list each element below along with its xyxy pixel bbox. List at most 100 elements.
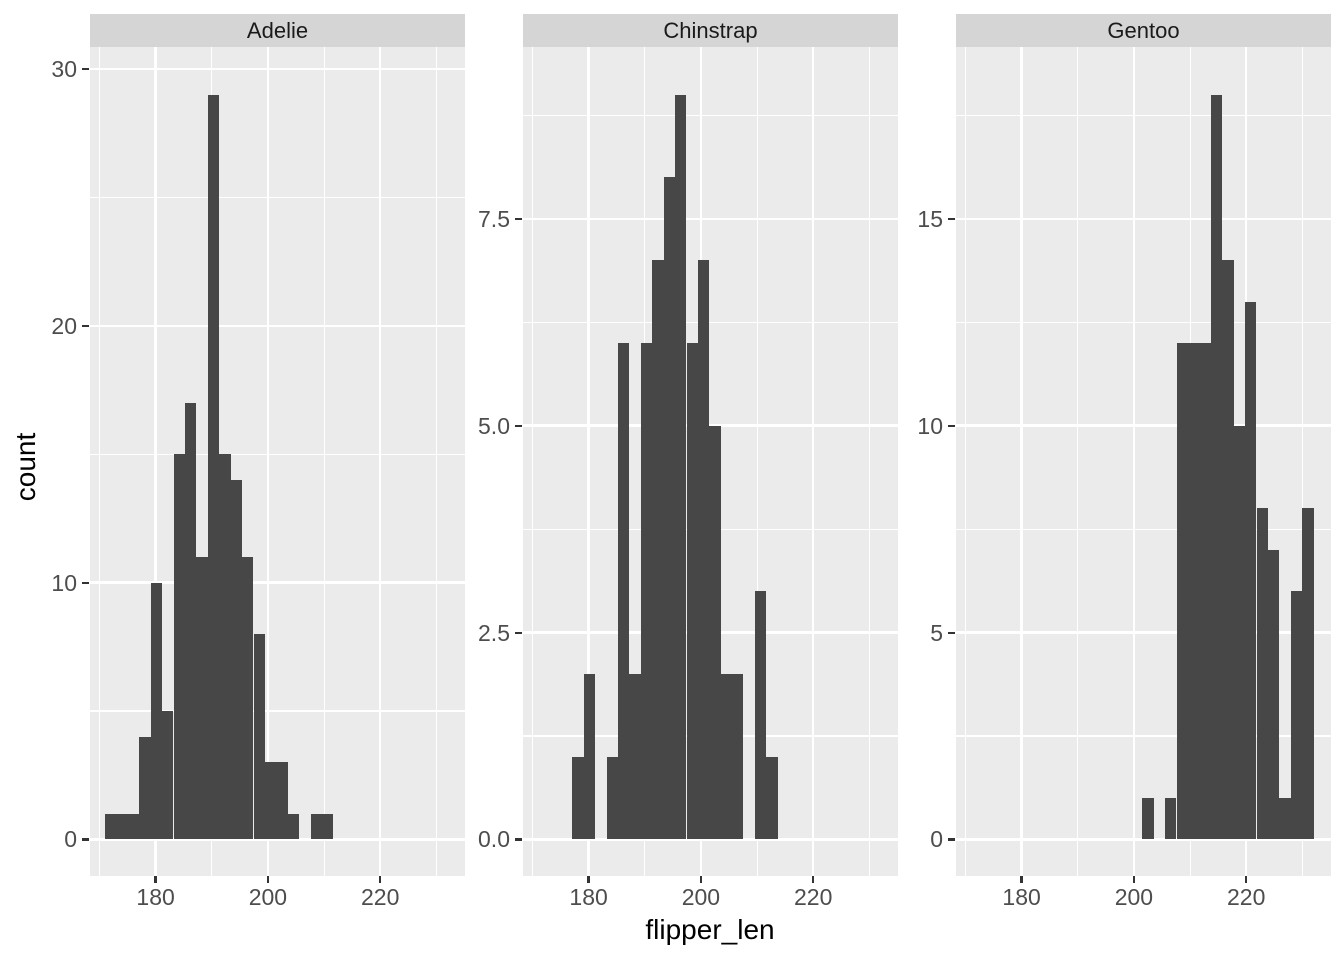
histogram-bar [287,813,300,840]
histogram-bar [322,813,334,840]
facet-strip-label: Gentoo [1107,17,1180,43]
histogram-bar [686,342,698,840]
x-tick-label: 200 [681,884,721,910]
x-tick-label: 180 [136,884,175,910]
histogram-bar [697,260,710,840]
y-tick-label: 10 [51,569,77,596]
histogram-bar [127,813,140,840]
histogram-bar [1302,508,1314,840]
y-tick-mark [948,631,955,634]
x-major-gridline [266,47,270,876]
histogram-bar [242,556,254,840]
histogram-bar [173,454,185,840]
facet-strip-adelie: Adelie [90,14,465,47]
y-major-gridline [956,217,1331,221]
y-minor-gridline [90,196,465,198]
histogram-bar [583,673,596,840]
x-major-gridline [1132,47,1136,876]
histogram-bar [709,425,721,840]
histogram-bar [105,813,117,840]
x-minor-gridline [1077,47,1079,876]
y-major-gridline [90,67,465,71]
histogram-bar [720,673,733,840]
x-major-gridline [378,47,382,876]
histogram-bar [732,673,744,840]
histogram-bar [162,711,174,840]
x-tick-mark [812,876,815,883]
y-tick-label: 5.0 [478,412,510,439]
x-tick-mark [379,876,382,883]
y-tick-label: 0 [930,826,943,853]
x-minor-gridline [756,47,758,876]
facet-panel-gentoo [956,47,1331,876]
y-tick-mark [515,424,522,427]
x-tick-label: 200 [1114,884,1154,910]
facet-panel-chinstrap [523,47,898,876]
histogram-bar [755,591,767,840]
histogram-bar [230,479,242,840]
y-minor-gridline [956,321,1331,323]
x-tick-mark [587,876,590,883]
histogram-bar [663,177,675,840]
y-tick-mark [515,631,522,634]
x-tick-label: 180 [1002,884,1041,910]
histogram-bar [640,342,653,840]
histogram-bar [219,454,231,840]
histogram-bar [1142,798,1154,840]
y-major-gridline [90,324,465,327]
x-major-gridline [587,47,590,876]
y-tick-mark [82,838,89,841]
x-tick-label: 180 [569,884,608,910]
histogram-bar [1290,591,1303,840]
x-minor-gridline [323,47,325,876]
histogram-bar [629,673,641,840]
x-tick-label: 220 [1227,884,1266,910]
histogram-bar [1188,343,1200,840]
histogram-bar [207,94,220,840]
histogram-bar [310,813,322,840]
histogram-bar [276,762,288,840]
y-tick-mark [515,217,522,221]
histogram-bar [1267,549,1280,840]
y-tick-mark [82,324,89,328]
x-minor-gridline [98,47,101,876]
histogram-bar [1279,798,1291,840]
histogram-bar [1222,260,1234,840]
histogram-bar [675,94,687,840]
y-tick-label: 7.5 [478,205,510,232]
histogram-bar [150,582,163,840]
y-tick-mark [948,424,955,428]
y-tick-label: 0 [64,826,77,853]
y-tick-mark [948,838,955,841]
x-minor-gridline [1301,47,1303,876]
histogram-bar [139,736,151,840]
y-minor-gridline [90,453,465,455]
histogram-bar [264,762,277,840]
histogram-bar [766,756,778,840]
facet-strip-label: Adelie [246,17,309,43]
y-tick-mark [82,581,89,584]
facet-strip-label: Chinstrap [663,17,758,43]
x-minor-gridline [868,47,870,876]
x-tick-mark [154,876,157,883]
x-tick-label: 200 [248,884,288,910]
x-tick-label: 220 [361,884,400,910]
histogram-bar [606,756,618,840]
histogram-bar [1176,343,1188,840]
histogram-bar [617,342,630,840]
y-major-gridline [523,217,898,220]
x-minor-gridline [964,47,967,876]
x-major-gridline [811,47,815,876]
y-tick-label: 10 [917,412,943,439]
y-minor-gridline [523,114,898,116]
y-major-gridline [956,631,1331,634]
x-minor-gridline [531,47,534,876]
x-tick-mark [1245,876,1248,883]
y-minor-gridline [956,735,1331,737]
facet-strip-chinstrap: Chinstrap [523,14,898,47]
x-minor-gridline [435,47,437,876]
y-minor-gridline [90,710,465,712]
y-tick-label: 0.0 [478,826,510,853]
y-tick-label: 20 [51,312,77,339]
